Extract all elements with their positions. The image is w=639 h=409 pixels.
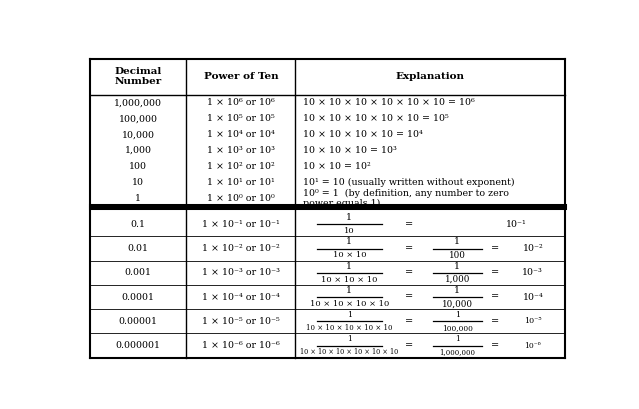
Text: 1: 1: [455, 310, 460, 319]
Text: =: =: [404, 268, 413, 277]
Text: 100,000: 100,000: [442, 324, 473, 332]
Text: 1: 1: [454, 286, 460, 295]
Text: Power of Ten: Power of Ten: [203, 72, 278, 81]
Text: 1: 1: [454, 237, 460, 246]
Text: 100: 100: [449, 251, 466, 260]
Text: 1 × 10⁶ or 10⁶: 1 × 10⁶ or 10⁶: [207, 98, 275, 107]
Text: 1 × 10⁻¹ or 10⁻¹: 1 × 10⁻¹ or 10⁻¹: [202, 220, 280, 229]
Text: =: =: [404, 220, 413, 229]
Text: 10 × 10 × 10 × 10 = 10⁴: 10 × 10 × 10 × 10 = 10⁴: [303, 130, 422, 139]
Text: 10⁰ = 1  (by definition, any number to zero
power equals 1): 10⁰ = 1 (by definition, any number to ze…: [303, 189, 509, 209]
Text: 1 × 10⁻² or 10⁻²: 1 × 10⁻² or 10⁻²: [202, 244, 280, 253]
Text: 0.0001: 0.0001: [121, 292, 155, 301]
Text: 10 × 10: 10 × 10: [332, 252, 366, 259]
Text: 10 × 10 × 10 = 10³: 10 × 10 × 10 = 10³: [303, 146, 397, 155]
Text: 1 × 10⁻⁶ or 10⁻⁶: 1 × 10⁻⁶ or 10⁻⁶: [202, 341, 280, 350]
Text: =: =: [491, 244, 499, 253]
Text: 0.00001: 0.00001: [119, 317, 158, 326]
Text: 10,000: 10,000: [442, 299, 473, 308]
Text: 10 × 10 × 10 × 10 × 10 = 10⁵: 10 × 10 × 10 × 10 × 10 = 10⁵: [303, 114, 449, 123]
Text: 10 × 10 × 10 × 10: 10 × 10 × 10 × 10: [310, 300, 389, 308]
Text: =: =: [491, 317, 499, 326]
Text: 10: 10: [132, 178, 144, 187]
Text: 100,000: 100,000: [119, 114, 158, 123]
Text: 1 × 10⁰ or 10⁰: 1 × 10⁰ or 10⁰: [207, 194, 275, 203]
Text: =: =: [491, 341, 499, 350]
Text: 10⁻³: 10⁻³: [522, 268, 543, 277]
Text: 10⁻⁶: 10⁻⁶: [525, 342, 541, 350]
Text: 1 × 10⁵ or 10⁵: 1 × 10⁵ or 10⁵: [207, 114, 275, 123]
Text: Decimal
Number: Decimal Number: [114, 67, 162, 86]
Text: 1: 1: [346, 286, 352, 295]
Text: 1 × 10⁴ or 10⁴: 1 × 10⁴ or 10⁴: [207, 130, 275, 139]
Text: 1,000: 1,000: [125, 146, 151, 155]
Text: =: =: [404, 317, 413, 326]
Text: 1 × 10⁻⁴ or 10⁻⁴: 1 × 10⁻⁴ or 10⁻⁴: [202, 292, 280, 301]
Text: 1: 1: [347, 335, 351, 343]
Text: 10⁻¹: 10⁻¹: [506, 220, 527, 229]
Text: 1 × 10² or 10²: 1 × 10² or 10²: [207, 162, 275, 171]
Text: 1,000,000: 1,000,000: [439, 348, 475, 356]
Text: 1: 1: [455, 335, 459, 343]
Text: 1: 1: [346, 237, 352, 246]
Text: 10,000: 10,000: [121, 130, 155, 139]
Text: 1 × 10¹ or 10¹: 1 × 10¹ or 10¹: [207, 178, 275, 187]
Text: 100: 100: [129, 162, 147, 171]
Text: 10⁻⁵: 10⁻⁵: [524, 317, 542, 325]
Text: 1,000: 1,000: [445, 275, 470, 284]
Text: 10 × 10 × 10 × 10 × 10: 10 × 10 × 10 × 10 × 10: [306, 324, 392, 332]
Text: 1: 1: [135, 194, 141, 203]
Text: 1: 1: [346, 261, 352, 270]
Text: 1 × 10³ or 10³: 1 × 10³ or 10³: [207, 146, 275, 155]
Text: =: =: [491, 268, 499, 277]
Text: 10 × 10 × 10 × 10 × 10 × 10: 10 × 10 × 10 × 10 × 10 × 10: [300, 348, 398, 356]
Text: 10 × 10 × 10: 10 × 10 × 10: [321, 276, 378, 283]
Text: 10¹ = 10 (usually written without exponent): 10¹ = 10 (usually written without expone…: [303, 178, 514, 187]
Text: =: =: [491, 292, 499, 301]
Text: 1: 1: [346, 213, 352, 222]
Text: 0.01: 0.01: [128, 244, 148, 253]
Text: 1: 1: [347, 310, 352, 319]
Text: 10⁻⁴: 10⁻⁴: [523, 292, 543, 301]
Text: 0.1: 0.1: [130, 220, 146, 229]
Text: 1: 1: [454, 261, 460, 270]
Text: 0.001: 0.001: [125, 268, 151, 277]
Text: 10: 10: [344, 227, 355, 235]
Text: 10 × 10 = 10²: 10 × 10 = 10²: [303, 162, 371, 171]
Text: 1 × 10⁻⁵ or 10⁻⁵: 1 × 10⁻⁵ or 10⁻⁵: [202, 317, 280, 326]
Text: 10⁻²: 10⁻²: [523, 244, 543, 253]
Text: =: =: [404, 341, 413, 350]
Text: Explanation: Explanation: [396, 72, 465, 81]
Text: 1 × 10⁻³ or 10⁻³: 1 × 10⁻³ or 10⁻³: [202, 268, 280, 277]
Text: 0.000001: 0.000001: [116, 341, 160, 350]
Text: =: =: [404, 244, 413, 253]
Text: 10 × 10 × 10 × 10 × 10 × 10 = 10⁶: 10 × 10 × 10 × 10 × 10 × 10 = 10⁶: [303, 98, 475, 107]
Text: 1,000,000: 1,000,000: [114, 98, 162, 107]
Text: =: =: [404, 292, 413, 301]
